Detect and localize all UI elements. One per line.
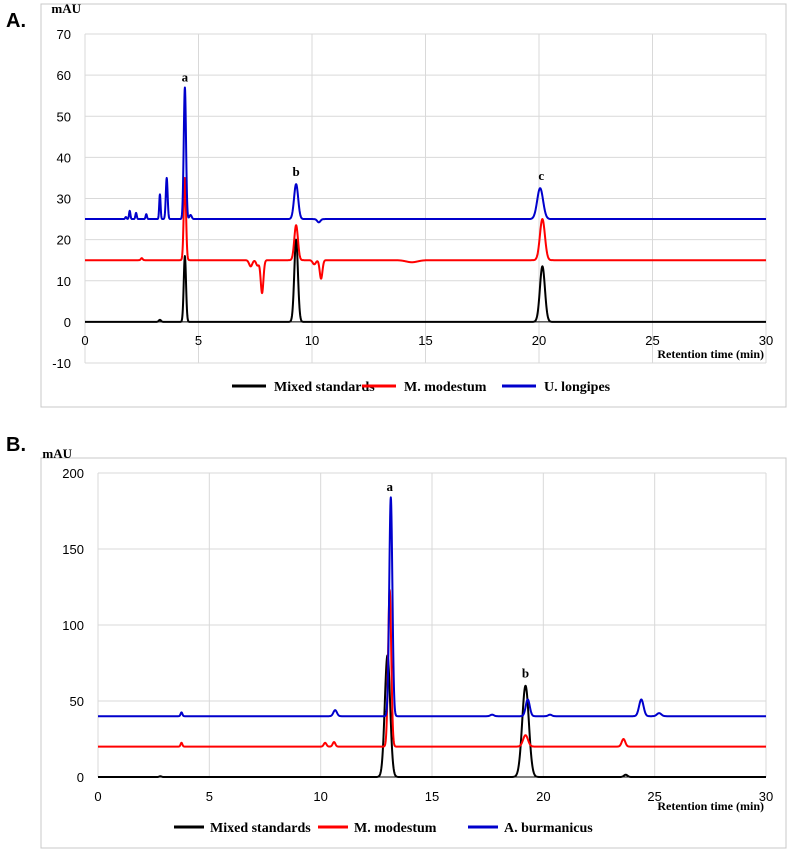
panel-b-y-axis: 0 50 100 150 200 [62,466,84,785]
panel-b-legend-label: A. burmanicus [504,821,593,836]
panel-a-xtick-label: 25 [645,333,659,348]
panel-a-trace-3 [84,86,767,224]
panel-a-xtick-label: 30 [759,333,773,348]
panel-b-ytick-label: 100 [62,618,84,633]
panel-b-y-unit: mAU [42,446,72,461]
panel-b-xtick-label: 20 [536,789,550,804]
panel-a-xtick-label: 20 [532,333,546,348]
panel-a-legend-label: Mixed standards [274,380,375,395]
panel-b-label: B. [6,434,26,456]
panel-a-ytick-label: 20 [57,233,71,248]
panel-b-xtick-label: 5 [206,789,213,804]
panel-a-xtick-label: 15 [418,333,432,348]
panel-b-legend-label: M. modestum [354,821,437,836]
panel-a-trace-2 [84,176,767,295]
panel-a-xtick-label: 0 [81,333,88,348]
panel-a-ytick-label: 40 [57,150,71,165]
panel-b-ytick-label: 200 [62,466,84,481]
panel-a-legend-label: U. longipes [544,380,611,395]
panel-b-trace-2 [97,589,767,748]
panel-b-grid [97,472,767,778]
panel-b-trace-3 [97,496,767,718]
panel-a-frame [40,3,787,408]
panel-a-ytick-label: 50 [57,109,71,124]
panel-b-ytick-label: 0 [77,770,84,785]
panel-b-peak-labels: ab [386,479,529,681]
panel-b-x-axis: 0 5 10 15 20 25 30 [94,789,773,804]
panel-a-xtick-label: 5 [195,333,202,348]
panel-a-traces [84,86,767,323]
panel-a-label: A. [6,10,26,32]
panel-a-ytick-label: 30 [57,192,71,207]
panel-a-ytick-label: 10 [57,274,71,289]
panel-b-frame [40,457,787,849]
panel-b-ytick-label: 50 [70,694,84,709]
panel-a-legend-label: M. modestum [404,380,487,395]
panel-b-trace-1 [97,654,767,778]
panel-b-xtick-label: 25 [647,789,661,804]
panel-a: A. mAU -10 0 10 20 30 40 50 60 70 0 5 10 15 20 25 30 R… [6,1,787,408]
panel-b-peak-label: a [386,479,393,494]
panel-a-trace-1 [84,238,767,323]
panel-a-legend: Mixed standards M. modestum U. longipes [232,380,611,395]
panel-b-xtick-label: 0 [94,789,101,804]
panel-a-peak-label: b [292,164,299,179]
panel-a-x-title: Retention time (min) [657,347,764,361]
panel-b-xtick-label: 30 [759,789,773,804]
panel-a-grid [84,33,767,364]
panel-a-y-axis: -10 0 10 20 30 40 50 60 70 [52,27,71,371]
panel-a-peak-labels: a b c [182,69,545,183]
panel-b-peak-label: b [522,666,529,681]
panel-a-ytick-label: -10 [52,356,71,371]
panel-b-xtick-label: 15 [425,789,439,804]
panel-a-xtick-label: 10 [305,333,319,348]
panel-b-ytick-label: 150 [62,542,84,557]
panel-b-traces [97,496,767,778]
panel-a-y-unit: mAU [51,1,81,16]
panel-a-peak-label: a [182,69,189,84]
panel-a-ytick-label: 0 [64,315,71,330]
panel-b-legend: Mixed standards M. modestum A. burmanicus [174,821,593,836]
panel-b-legend-label: Mixed standards [210,821,311,836]
panel-a-ytick-label: 70 [57,27,71,42]
panel-b-x-title: Retention time (min) [657,799,764,813]
panel-a-x-axis: 0 5 10 15 20 25 30 [81,333,773,348]
panel-a-ytick-label: 60 [57,68,71,83]
panel-a-peak-label: c [538,168,544,183]
panel-b-xtick-label: 10 [313,789,327,804]
panel-b: B. mAU 0 50 100 150 200 0 5 10 15 20 25 30 Retenti… [6,434,787,849]
